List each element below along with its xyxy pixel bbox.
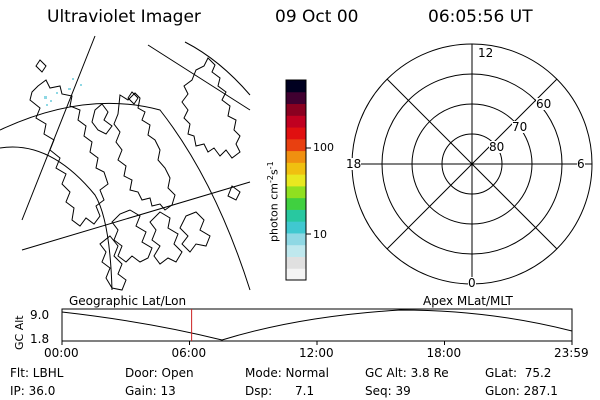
time-label: 06:05:56 UT <box>428 7 533 27</box>
coastline-labrador <box>99 235 127 291</box>
colorbar-segment <box>286 244 306 257</box>
ip-field: IP: 36.0 <box>10 384 56 398</box>
colorbar-segment <box>286 174 306 187</box>
coastline-small-1 <box>227 185 241 201</box>
mlat-label-80: 80 <box>489 140 505 154</box>
colorbar-segment <box>286 91 306 105</box>
altitude-plot-frame <box>61 308 573 342</box>
colorbar-segment <box>286 80 306 93</box>
map-grid-parallel-2 <box>0 146 113 291</box>
map-grid-meridian-1 <box>21 35 96 221</box>
colorbar-segment <box>286 221 306 234</box>
instrument-title: Ultraviolet Imager <box>47 7 201 27</box>
coastline-south-2 <box>179 211 211 253</box>
coastline-north <box>181 57 241 159</box>
mlt-label-0: 0 <box>468 276 476 290</box>
colorbar-frame <box>285 79 307 281</box>
map-grid-parallel-1 <box>0 102 251 291</box>
colorbar-segment <box>286 150 306 163</box>
uv-emission-speckles <box>44 78 82 106</box>
mlt-label-12: 12 <box>478 46 494 60</box>
mlat-label-60: 60 <box>536 97 552 111</box>
colorbar-segment <box>286 115 306 128</box>
y-tick-top: 9.0 <box>30 308 50 322</box>
coastline-islands <box>111 209 153 263</box>
mlt-label-6: 6 <box>577 157 585 171</box>
colorbar-segment <box>286 127 306 140</box>
y-tick-bottom: 1.8 <box>30 332 50 346</box>
y-axis-label: GC Alt <box>13 315 26 350</box>
coastline-south-1 <box>149 211 183 265</box>
colorbar-segment <box>286 185 306 199</box>
gc-altitude-field: GC Alt: 3.8 Re <box>365 366 449 380</box>
coastline-greenland <box>113 92 176 211</box>
coastline-ellesmere <box>91 103 113 135</box>
colorbar-segment <box>286 103 306 116</box>
x-axis-tick-label: 12:00 <box>299 346 334 360</box>
colorbar-segment <box>286 268 306 281</box>
map-grid-arc-3 <box>147 44 251 111</box>
geographic-grid-label: Geographic Lat/Lon <box>69 294 187 308</box>
filter-field: Flt: LBHL <box>10 366 64 380</box>
date-label: 09 Oct 00 <box>275 7 359 27</box>
colorbar-segment <box>286 256 306 269</box>
x-axis-tick-label: 06:00 <box>171 346 207 360</box>
colorbar-segment <box>286 138 306 152</box>
colorbar-segment <box>286 232 306 246</box>
coastline-west <box>29 79 109 227</box>
mlt-label-18: 18 <box>346 157 362 171</box>
x-axis-tick-label: 00:00 <box>44 346 79 360</box>
polar-diagonal-2 <box>386 78 558 250</box>
door-field: Door: Open <box>125 366 194 380</box>
gain-field: Gain: 13 <box>125 384 176 398</box>
colorbar-segment <box>286 197 306 210</box>
colorbar-segment <box>286 209 306 222</box>
geo-longitude-field: GLon: 287.1 <box>485 384 558 398</box>
mode-field: Mode: Normal <box>245 366 329 380</box>
apex-grid-label: Apex MLat/MLT <box>423 294 513 308</box>
sequence-field: Seq: 39 <box>365 384 411 398</box>
coastline-small-3 <box>127 91 139 105</box>
x-axis-tick-label: 18:00 <box>426 346 462 360</box>
colorbar-label-100: 100 <box>313 141 334 154</box>
altitude-curve <box>61 309 573 341</box>
x-axis-tick-label: 23:59 <box>554 346 589 360</box>
map-grid-arc-4 <box>184 41 251 96</box>
dsp-field: Dsp: 7.1 <box>245 384 315 398</box>
colorbar-segment <box>286 162 306 175</box>
coastline-small-2 <box>35 59 47 73</box>
mlat-label-70: 70 <box>512 120 528 134</box>
geo-latitude-field: GLat: 75.2 <box>485 366 552 380</box>
colorbar-label-10: 10 <box>313 228 327 241</box>
